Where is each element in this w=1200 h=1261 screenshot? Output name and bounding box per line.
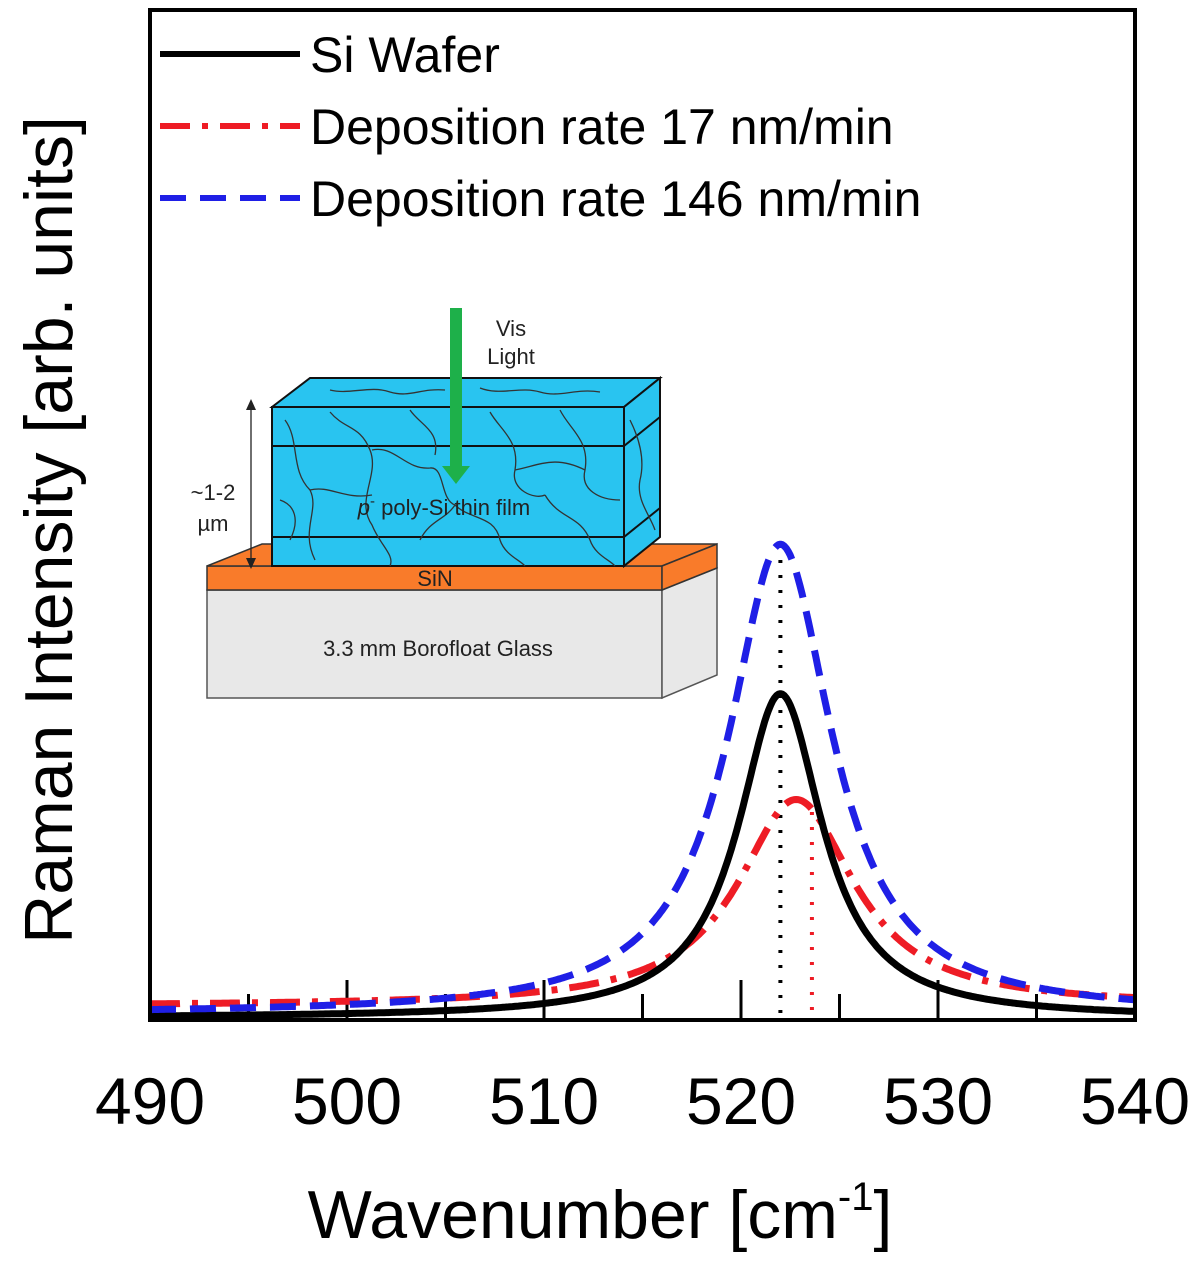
series-line-2: [150, 540, 1135, 1014]
plot-frame: [148, 8, 1137, 1022]
light-label-line1: Vis: [496, 316, 526, 341]
grain-boundaries: [279, 387, 656, 567]
x-tick-label: 540: [1080, 1064, 1190, 1138]
thickness-label-line1: ~1-2: [191, 480, 236, 505]
x-tick-labels: 490 500 510 520 530 540: [95, 1064, 1190, 1138]
series-line-0: [150, 690, 1135, 1020]
sin-label: SiN: [417, 566, 452, 591]
sin-side: [661, 542, 718, 592]
film-layer-line: [623, 507, 661, 538]
light-arrow-shaft: [450, 308, 462, 468]
glass-label: 3.3 mm Borofloat Glass: [323, 636, 553, 661]
x-tick-label: 500: [292, 1064, 402, 1138]
film-label: p- poly-Si thin film: [357, 493, 531, 520]
reference-lines: [778, 560, 814, 1020]
legend: Si Wafer Deposition rate 17 nm/min Depos…: [160, 27, 921, 227]
legend-label-17nm: Deposition rate 17 nm/min: [310, 99, 894, 155]
x-axis-label: Wavenumber [cm-1]: [308, 1175, 893, 1253]
x-tick-label: 530: [883, 1064, 993, 1138]
x-tick-label: 520: [686, 1064, 796, 1138]
light-label-line2: Light: [487, 344, 535, 369]
legend-label-si-wafer: Si Wafer: [310, 27, 500, 83]
legend-label-146nm: Deposition rate 146 nm/min: [310, 171, 921, 227]
inset-schematic: ~1-2 µm Vis Light p- poly-Si thin film S…: [191, 308, 718, 700]
y-axis-label: Raman Intensity [arb. units]: [11, 116, 87, 944]
thickness-label-line2: µm: [197, 511, 228, 536]
x-tick-label: 510: [489, 1064, 599, 1138]
film-front: [271, 406, 625, 567]
series-line-1: [150, 796, 1135, 1008]
film-top: [269, 377, 663, 408]
thickness-arrow-head-bottom: [246, 558, 256, 569]
film-layer-line: [623, 416, 661, 447]
series-layer: [150, 540, 1135, 1020]
thickness-arrow-head-top: [246, 399, 256, 410]
light-arrow-head: [442, 466, 470, 484]
x-tick-label: 490: [95, 1064, 205, 1138]
